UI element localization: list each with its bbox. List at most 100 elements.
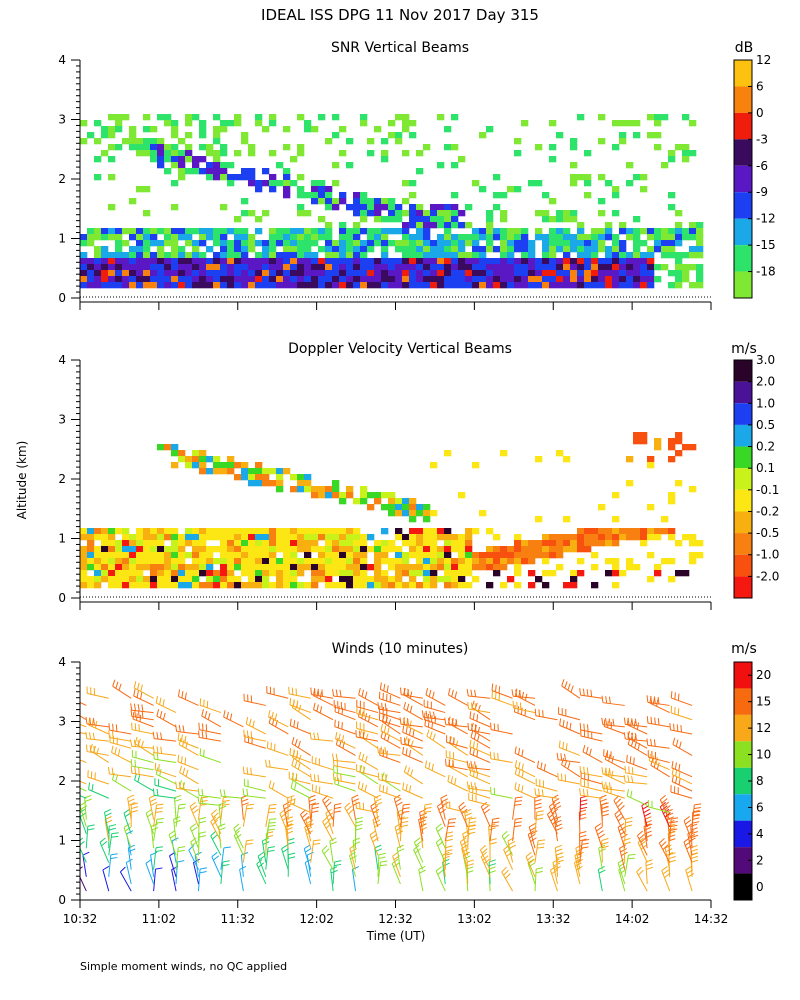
heatmap-cell	[234, 252, 242, 259]
heatmap-cell	[395, 570, 403, 577]
heatmap-cell	[220, 234, 228, 241]
heatmap-cell	[507, 252, 515, 259]
heatmap-cell	[283, 144, 291, 151]
wind-barb-flag	[219, 789, 222, 797]
wind-barb-flag	[223, 710, 226, 718]
wind-barb-flag	[159, 710, 163, 718]
heatmap-cell	[409, 204, 417, 211]
wind-barb-flag	[579, 830, 587, 834]
heatmap-cell	[444, 264, 452, 271]
wind-barb-flag	[242, 788, 245, 796]
wind-barb	[335, 732, 356, 749]
heatmap-cell	[395, 114, 403, 121]
heatmap-cell	[101, 126, 109, 133]
heatmap-cell	[605, 222, 613, 229]
wind-barb-flag	[303, 844, 311, 850]
heatmap-cell	[535, 264, 543, 271]
x-tick-label: 11:02	[142, 912, 177, 926]
heatmap-cell	[437, 264, 445, 271]
heatmap-cell	[598, 240, 606, 247]
wind-barb	[266, 741, 289, 756]
colorbar-segment	[734, 218, 752, 246]
heatmap-cell	[612, 246, 620, 253]
wind-barb-shaft	[145, 863, 155, 885]
wind-barb-flag	[296, 700, 299, 708]
wind-barb-flag	[246, 803, 254, 806]
wind-barb-flag	[671, 817, 679, 820]
heatmap-cell	[647, 552, 655, 559]
heatmap-cell	[87, 576, 95, 583]
heatmap-cell	[619, 120, 627, 127]
heatmap-cell	[388, 576, 396, 583]
heatmap-cell	[206, 468, 214, 475]
heatmap-cell	[430, 546, 438, 553]
wind-barb	[130, 802, 139, 827]
heatmap-cell	[402, 222, 410, 229]
heatmap-cell	[570, 144, 578, 151]
heatmap-cell	[556, 210, 564, 217]
heatmap-cell	[402, 510, 410, 517]
heatmap-cell	[367, 204, 375, 211]
heatmap-cell	[472, 576, 480, 583]
wind-barb-flag	[268, 811, 276, 814]
heatmap-cell	[416, 540, 424, 547]
heatmap-cell	[325, 198, 333, 205]
wind-barb-flag	[245, 843, 253, 845]
heatmap-cell	[332, 486, 340, 493]
wind-barb	[304, 823, 314, 849]
heatmap-cell	[689, 486, 697, 493]
wind-barb-flag	[335, 732, 338, 740]
wind-barb-flag	[145, 808, 153, 814]
heatmap-cell	[304, 486, 312, 493]
wind-barb-flag	[412, 729, 415, 737]
wind-barb-flag	[200, 803, 208, 806]
heatmap-cell	[234, 150, 242, 157]
heatmap-cell	[507, 558, 515, 565]
heatmap-cell	[339, 576, 347, 583]
wind-barb	[647, 799, 670, 814]
wind-barb-flag	[521, 749, 524, 757]
heatmap-cell	[493, 534, 501, 541]
heatmap-cell	[493, 546, 501, 553]
heatmap-cell	[297, 282, 305, 289]
heatmap-cell	[94, 234, 102, 241]
wind-barb-flag	[667, 820, 675, 824]
heatmap-cell	[409, 192, 417, 199]
heatmap-cell	[563, 264, 571, 271]
heatmap-cell	[108, 570, 116, 577]
heatmap-cell	[178, 270, 186, 277]
wind-barb	[242, 803, 254, 827]
wind-barb-flag	[305, 848, 312, 853]
wind-barb-flag	[127, 798, 135, 803]
wind-barb-flag	[303, 815, 310, 822]
heatmap-cell	[605, 228, 613, 235]
wind-barb-flag	[203, 699, 205, 707]
wind-barb-flag	[182, 739, 185, 747]
heatmap-cell	[346, 234, 354, 241]
heatmap-cell	[262, 474, 270, 481]
heatmap-cell	[150, 240, 158, 247]
wind-barb-flag	[319, 706, 323, 714]
heatmap-cell	[409, 258, 417, 265]
heatmap-cell	[269, 546, 277, 553]
heatmap-cell	[472, 246, 480, 253]
heatmap-cell	[577, 264, 585, 271]
wind-barb-flag	[690, 848, 698, 852]
wind-barb-flag	[432, 711, 436, 719]
heatmap-cell	[542, 246, 550, 253]
heatmap-cell	[437, 240, 445, 247]
heatmap-cell	[409, 576, 417, 583]
wind-barb-flag	[536, 867, 544, 870]
heatmap-cell	[451, 162, 459, 169]
heatmap-cell	[101, 564, 109, 571]
heatmap-cell	[220, 558, 228, 565]
heatmap-cell	[304, 558, 312, 565]
heatmap-cell	[430, 582, 438, 589]
heatmap-cell	[640, 438, 648, 445]
heatmap-cell	[619, 138, 627, 145]
heatmap-cell	[381, 252, 389, 259]
heatmap-cell	[381, 582, 389, 589]
heatmap-cell	[297, 270, 305, 277]
heatmap-cell	[332, 492, 340, 499]
wind-barb-flag	[384, 746, 387, 754]
